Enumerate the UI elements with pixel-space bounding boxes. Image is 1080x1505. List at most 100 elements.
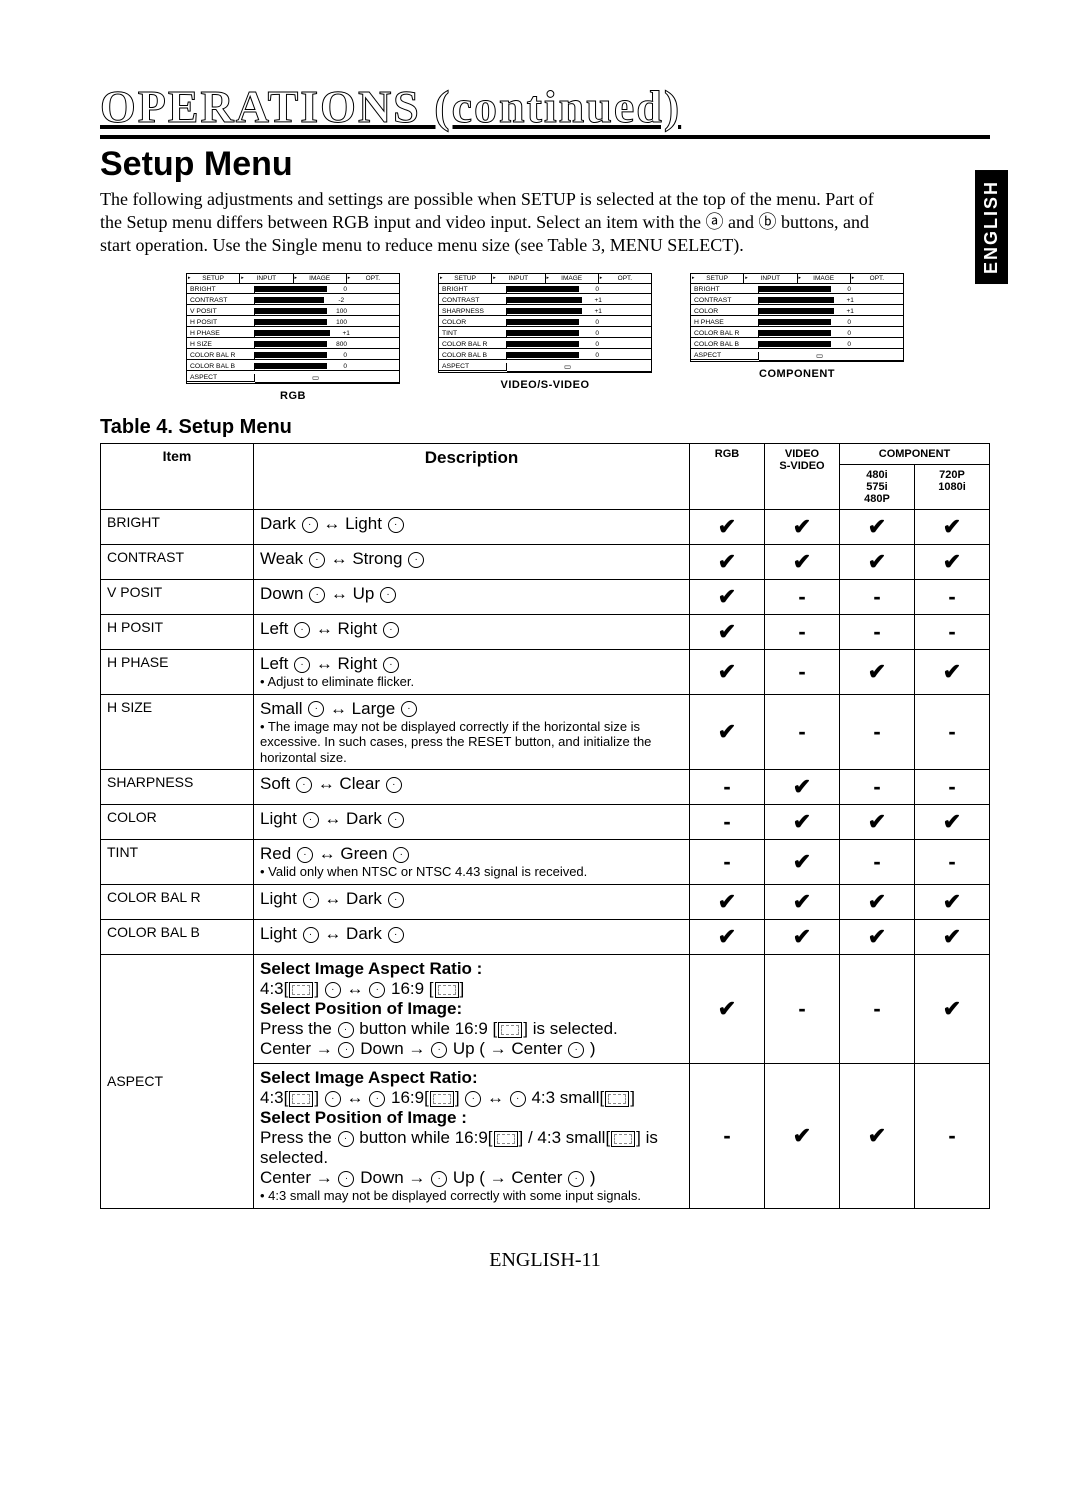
cell-item: CONTRAST <box>101 545 254 580</box>
cell-check: ✔ <box>690 615 765 650</box>
panel-row: TINT0 <box>439 328 651 339</box>
panel-row: BRIGHT0 <box>439 284 651 295</box>
cell-check: - <box>690 770 765 805</box>
panel-row-bar: -2 <box>255 297 399 305</box>
table-row: COLOR BAL BLight · ↔ Dark ·✔✔✔✔ <box>101 920 990 955</box>
cell-check: - <box>765 955 840 1064</box>
panel-row-bar: +1 <box>255 330 399 338</box>
cell-desc: Left · ↔ Right · <box>254 615 690 650</box>
table-row: COLORLight · ↔ Dark ·-✔✔✔ <box>101 805 990 840</box>
panel-row: COLOR BAL B0 <box>439 350 651 361</box>
panel-row-label: COLOR BAL B <box>691 341 759 349</box>
panel-row-value: +1 <box>834 297 857 304</box>
panel-row-label: ASPECT <box>187 374 255 382</box>
cell-check: - <box>765 694 840 770</box>
panel-row-value: 0 <box>579 341 602 348</box>
cell-desc: Red · ↔ Green ·• Valid only when NTSC or… <box>254 840 690 885</box>
panel-tab: IMAGE <box>294 274 347 283</box>
panel-tab: SETUP <box>691 274 744 283</box>
panel-row-bar: 0 <box>255 286 399 294</box>
cell-desc: Down · ↔ Up · <box>254 580 690 615</box>
cell-check: ✔ <box>840 920 915 955</box>
panel-row: ASPECT▭ <box>439 361 651 372</box>
cell-desc: Soft · ↔ Clear · <box>254 770 690 805</box>
panel-row-bar: 0 <box>507 352 651 360</box>
panel-row-bar: 800 <box>255 341 399 349</box>
cell-check: - <box>915 580 990 615</box>
panel-row-bar: +1 <box>507 297 651 305</box>
cell-check: ✔ <box>765 545 840 580</box>
panel-row: ASPECT▭ <box>691 350 903 361</box>
cell-item: COLOR BAL R <box>101 885 254 920</box>
panel-tab: SETUP <box>439 274 492 283</box>
panel-row-label: H SIZE <box>187 341 255 349</box>
cell-check: - <box>840 770 915 805</box>
panel-row-label: COLOR BAL R <box>439 341 507 349</box>
setup-table: Item Description RGB VIDEO S-VIDEO COMPO… <box>100 443 990 1209</box>
cell-check: ✔ <box>765 920 840 955</box>
panel-row-label: ASPECT <box>439 363 507 371</box>
panel-tab: OPT. <box>851 274 903 283</box>
table-row: V POSITDown · ↔ Up ·✔--- <box>101 580 990 615</box>
panel-row: CONTRAST+1 <box>439 295 651 306</box>
panel-row-label: H PHASE <box>691 319 759 327</box>
panel-row-bar: 0 <box>507 286 651 294</box>
cell-check: ✔ <box>840 805 915 840</box>
table-row: H POSITLeft · ↔ Right ·✔--- <box>101 615 990 650</box>
panel-caption-video: VIDEO/S-VIDEO <box>438 379 652 391</box>
panel-tab: OPT. <box>599 274 651 283</box>
th-video: VIDEO S-VIDEO <box>765 444 840 510</box>
panel-row: COLOR BAL R0 <box>691 328 903 339</box>
panel-row: COLOR BAL B 0 <box>691 339 903 350</box>
cell-check: - <box>690 840 765 885</box>
cell-check: - <box>915 694 990 770</box>
panel-tab: INPUT <box>240 274 293 283</box>
cell-check: - <box>915 1064 990 1209</box>
cell-check: - <box>840 840 915 885</box>
panel-row: COLOR BAL B 0 <box>187 361 399 372</box>
panel-row-value: 0 <box>327 363 350 370</box>
cell-item: ASPECT <box>101 955 254 1209</box>
panel-row-label: H PHASE <box>187 330 255 338</box>
panel-row-label: COLOR BAL B <box>187 363 255 371</box>
table-caption: Table 4. Setup Menu <box>100 416 990 439</box>
cell-check: ✔ <box>840 545 915 580</box>
panel-caption-component: COMPONENT <box>690 368 904 380</box>
cell-check: - <box>840 580 915 615</box>
table-row: TINTRed · ↔ Green ·• Valid only when NTS… <box>101 840 990 885</box>
cell-desc: Left · ↔ Right ·• Adjust to eliminate fl… <box>254 650 690 695</box>
cell-desc: Dark · ↔ Light · <box>254 510 690 545</box>
panel-row: H POSIT100 <box>187 317 399 328</box>
panel-row-label: BRIGHT <box>691 286 759 294</box>
table-row: H PHASELeft · ↔ Right ·• Adjust to elimi… <box>101 650 990 695</box>
cell-check: - <box>840 615 915 650</box>
panel-row: BRIGHT 0 <box>691 284 903 295</box>
panel-row-value: +1 <box>330 330 353 337</box>
panel-tab: OPT. <box>347 274 399 283</box>
cell-item: H POSIT <box>101 615 254 650</box>
panel-row: COLOR+1 <box>691 306 903 317</box>
cell-check: ✔ <box>840 885 915 920</box>
panel-row-value: 0 <box>831 341 854 348</box>
cell-check: - <box>840 955 915 1064</box>
table-row: CONTRASTWeak · ↔ Strong ·✔✔✔✔ <box>101 545 990 580</box>
cell-check: ✔ <box>690 580 765 615</box>
panel-row-bar: 0 <box>759 341 903 349</box>
cell-check: ✔ <box>840 650 915 695</box>
panel-row-value: 0 <box>327 352 350 359</box>
panel-row-value: 0 <box>831 286 854 293</box>
cell-check: - <box>765 650 840 695</box>
section-title: Setup Menu <box>100 145 990 184</box>
cell-check: ✔ <box>840 1064 915 1209</box>
panel-row-bar: 0 <box>507 319 651 327</box>
th-comp2: 720P 1080i <box>915 465 990 510</box>
panel-tab: IMAGE <box>546 274 599 283</box>
page-footer: ENGLISH-11 <box>100 1249 990 1272</box>
cell-check: ✔ <box>690 920 765 955</box>
cell-check: ✔ <box>840 510 915 545</box>
language-tab: ENGLISH <box>975 170 1008 284</box>
panel-row-value: 0 <box>831 330 854 337</box>
table-row: H SIZESmall · ↔ Large ·• The image may n… <box>101 694 990 770</box>
table-row: SHARPNESSSoft · ↔ Clear ·-✔-- <box>101 770 990 805</box>
cell-item: H SIZE <box>101 694 254 770</box>
